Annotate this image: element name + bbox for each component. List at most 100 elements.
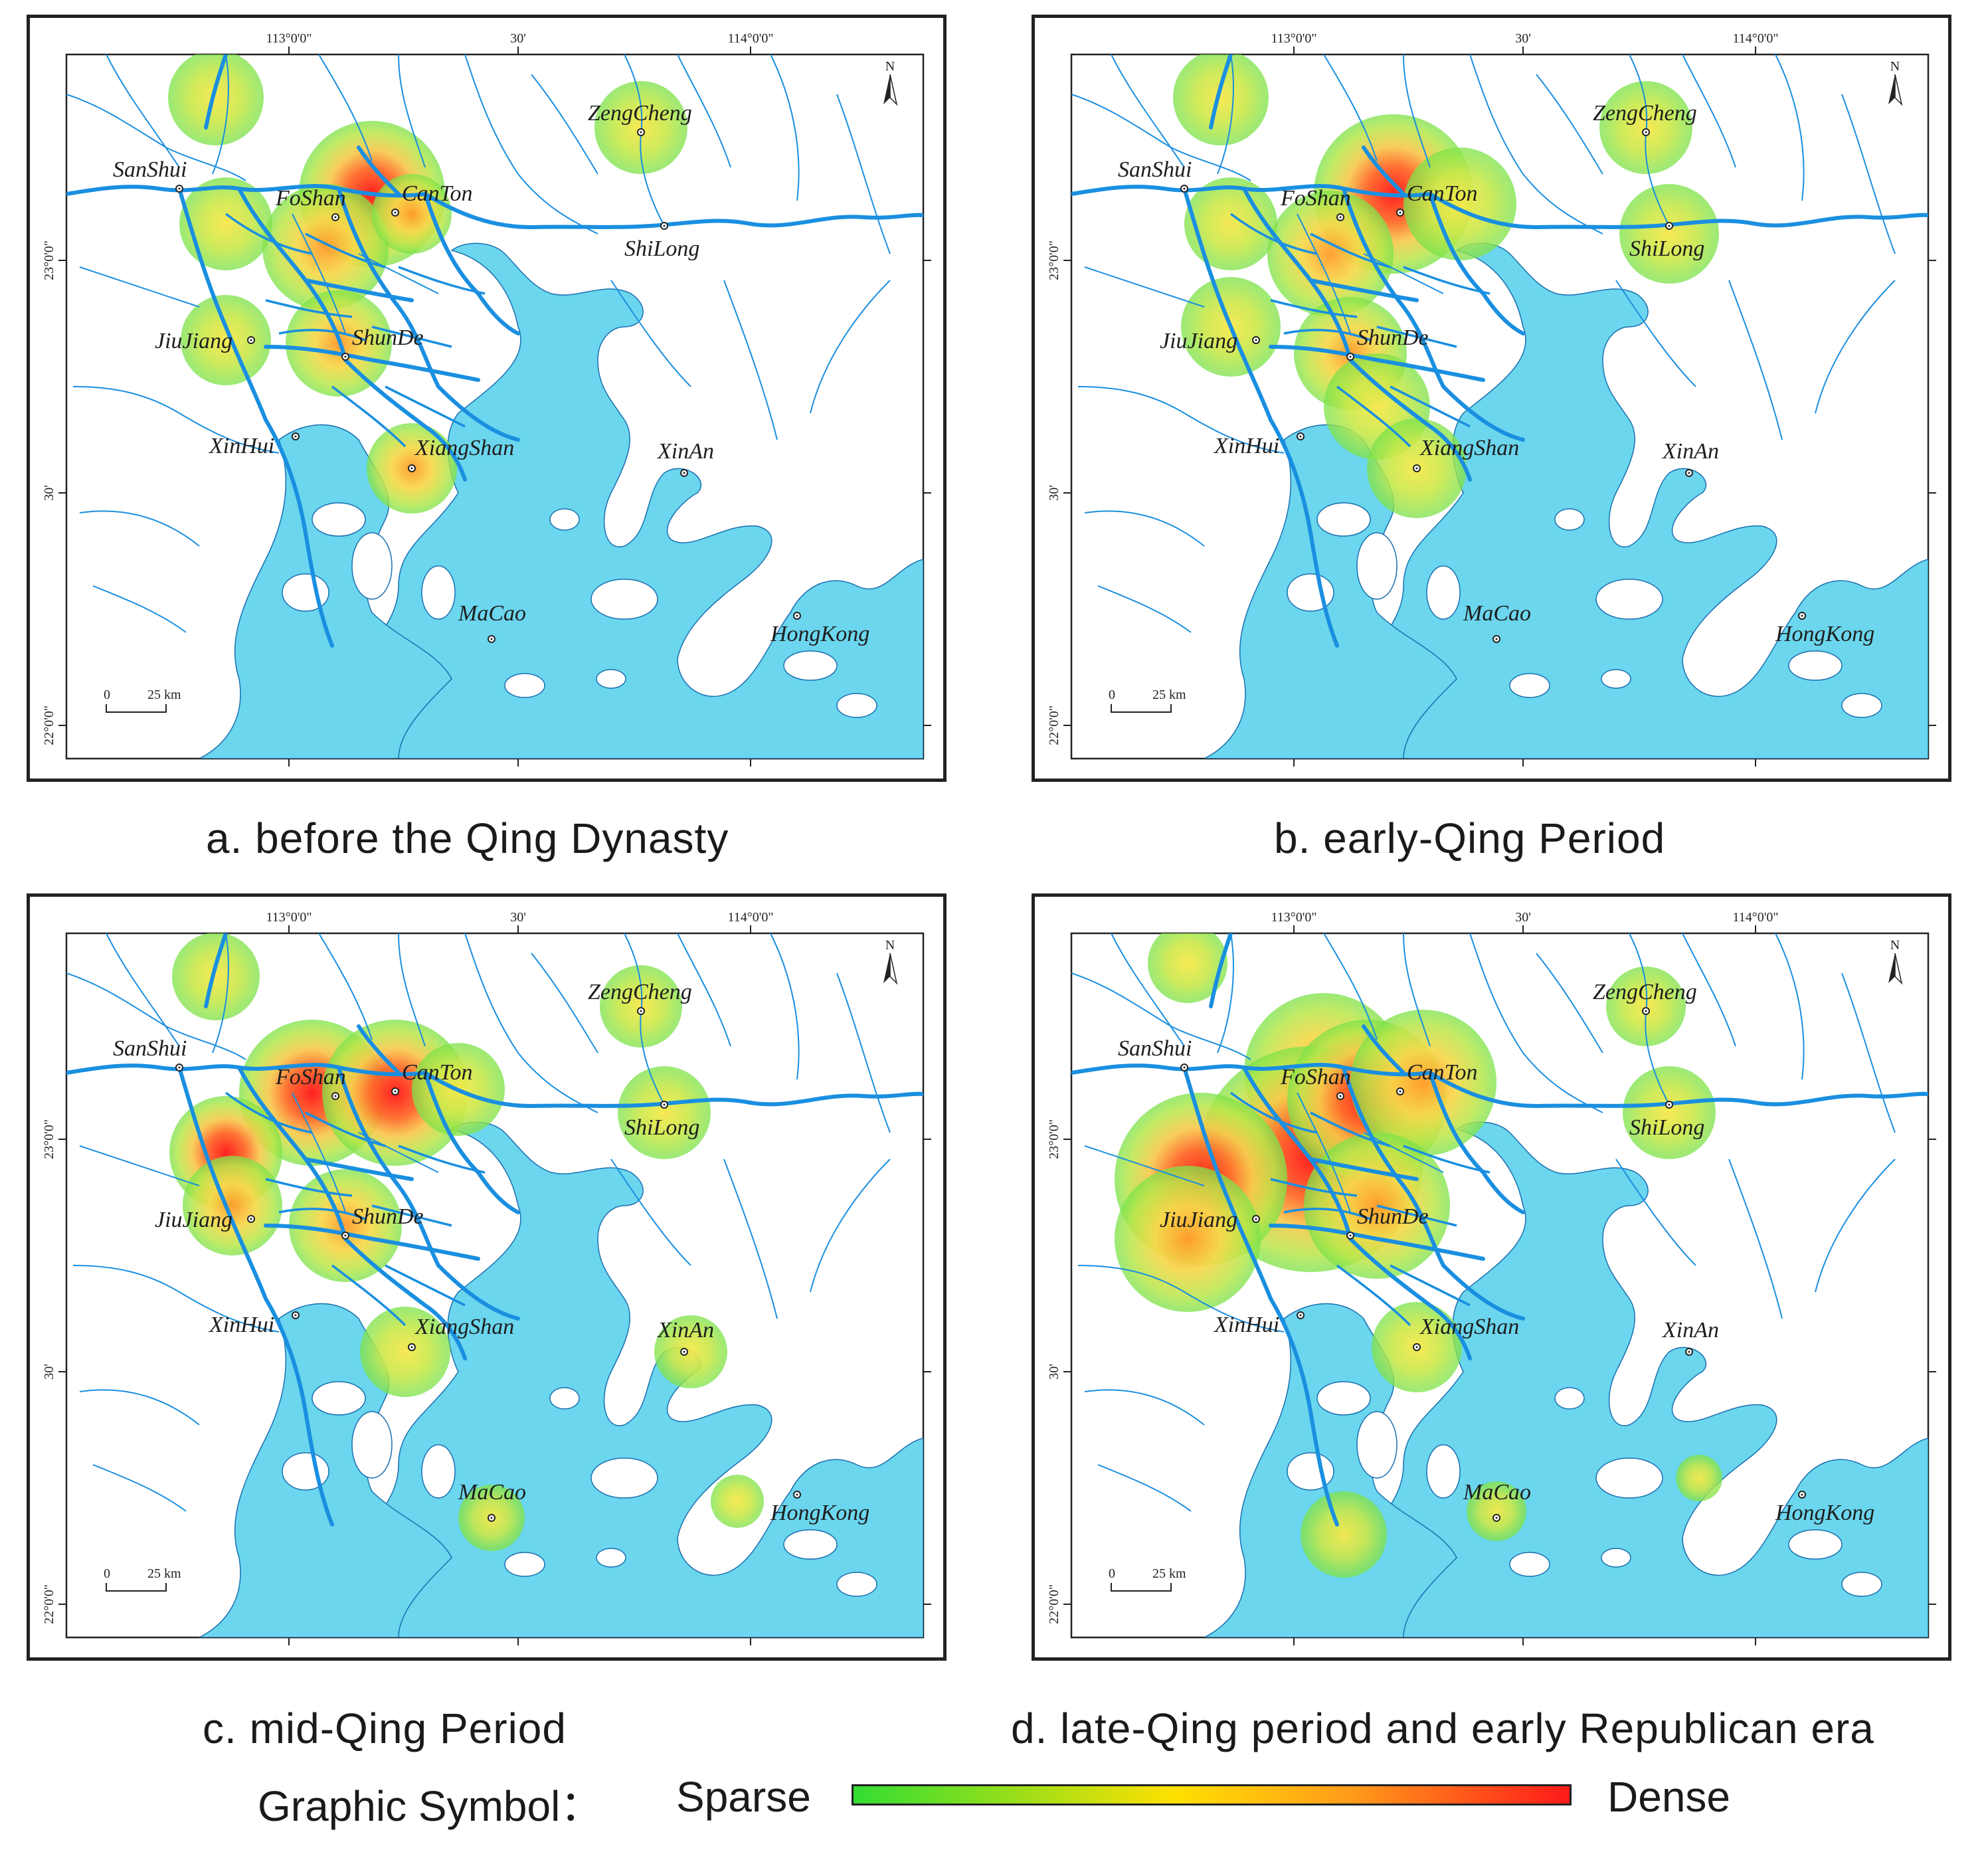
panel-caption-a: a. before the Qing Dynasty <box>206 814 729 862</box>
place-label-sanshui: SanShui <box>1118 1036 1192 1061</box>
north-arrow-icon: N <box>1888 938 1903 985</box>
map-svg: SanShui FoShan CanTon ZengCheng ShiLong JiuJi… <box>27 893 947 1661</box>
map-panel-d: SanShui FoShan CanTon ZengCheng ShiLong JiuJi… <box>1032 893 1951 1661</box>
place-label-xinhui: XinHui <box>208 434 274 458</box>
estuary-water <box>1230 242 1928 759</box>
density-hotspot <box>172 933 260 1020</box>
density-hotspot <box>360 1307 450 1397</box>
density-hotspot <box>711 1475 764 1528</box>
estuary-water <box>225 242 923 759</box>
place-label-foshan: FoShan <box>275 1065 346 1089</box>
density-hotspot <box>1623 1066 1716 1159</box>
density-legend: Graphic Symbol： Sparse Dense <box>0 1772 1988 1832</box>
place-label-macao: MaCao <box>1463 601 1531 626</box>
place-label-xinan: XinAn <box>1661 1318 1719 1343</box>
svg-text:25 km: 25 km <box>147 688 181 702</box>
place-label-xinhui: XinHui <box>1213 434 1279 458</box>
legend-low-label: Sparse <box>676 1773 811 1821</box>
place-label-xiangshan: XiangShan <box>414 1315 514 1339</box>
scale-bar: 0 25 km <box>1109 1566 1186 1592</box>
place-label-macao: MaCao <box>1463 1480 1531 1505</box>
legend-high-label: Dense <box>1607 1773 1730 1821</box>
svg-text:25 km: 25 km <box>147 1566 181 1581</box>
density-hotspot <box>1350 1010 1496 1156</box>
place-label-jiujiang: JiuJiang <box>1160 329 1237 353</box>
place-label-zengcheng: ZengCheng <box>588 101 692 126</box>
place-label-xiangshan: XiangShan <box>414 436 514 460</box>
density-hotspot <box>168 54 264 145</box>
place-label-xiangshan: XiangShan <box>1419 436 1519 460</box>
longitude-tick-label: 113°0'0" <box>1271 910 1316 925</box>
place-label-foshan: FoShan <box>275 186 346 211</box>
longitude-tick-label: 113°0'0" <box>1271 31 1316 46</box>
density-hotspot <box>1267 191 1394 317</box>
density-hotspot <box>1403 147 1516 260</box>
panel-caption-c: c. mid-Qing Period <box>203 1705 567 1752</box>
place-label-sanshui: SanShui <box>113 1036 187 1061</box>
longitude-tick-label: 114°0'0" <box>1732 31 1778 46</box>
estuary-water <box>225 1121 923 1637</box>
north-arrow-icon: N <box>1888 59 1903 106</box>
north-arrow-icon: N <box>883 59 898 106</box>
latitude-tick-label: 22°0'0" <box>42 705 56 745</box>
latitude-tick-label: 22°0'0" <box>1047 705 1061 745</box>
place-label-jiujiang: JiuJiang <box>1160 1208 1237 1232</box>
latitude-tick-label: 23°0'0" <box>42 1119 56 1159</box>
svg-text:0: 0 <box>104 688 110 702</box>
scale-bar: 0 25 km <box>104 688 181 713</box>
place-label-hongkong: HongKong <box>770 1501 869 1525</box>
density-hotspot <box>1301 1491 1387 1578</box>
latitude-tick-label: 23°0'0" <box>1047 240 1061 280</box>
svg-text:N: N <box>1890 59 1900 74</box>
latitude-tick-label: 22°0'0" <box>42 1584 56 1624</box>
latitude-tick-label: 23°0'0" <box>42 240 56 280</box>
place-label-xinhui: XinHui <box>208 1313 274 1337</box>
longitude-tick-label: 114°0'0" <box>1732 910 1778 925</box>
density-hotspot <box>262 184 389 310</box>
place-label-macao: MaCao <box>458 1480 526 1505</box>
place-label-xinan: XinAn <box>656 1318 714 1343</box>
place-label-hongkong: HongKong <box>1775 622 1874 646</box>
place-label-zengcheng: ZengCheng <box>588 980 692 1004</box>
place-label-shilong: ShiLong <box>1629 236 1704 261</box>
svg-text:25 km: 25 km <box>1152 1566 1186 1581</box>
legend-color-ramp <box>852 1784 1572 1806</box>
density-hotspot <box>618 1066 711 1159</box>
longitude-tick-label: 30' <box>1515 31 1531 46</box>
map-panel-c: SanShui FoShan CanTon ZengCheng ShiLong JiuJi… <box>27 893 947 1661</box>
longitude-tick-label: 30' <box>510 31 526 46</box>
density-hotspot <box>1173 54 1269 145</box>
latitude-tick-label: 30' <box>1047 485 1061 501</box>
place-label-hongkong: HongKong <box>1775 1501 1874 1525</box>
svg-text:0: 0 <box>1109 688 1115 702</box>
north-arrow-icon: N <box>883 938 898 985</box>
scale-bar: 0 25 km <box>104 1566 181 1592</box>
place-label-jiujiang: JiuJiang <box>155 329 232 353</box>
map-panel-a: SanShui FoShan CanTon ZengCheng ShiLong JiuJi… <box>27 15 947 782</box>
legend-title: Graphic Symbol： <box>258 1782 603 1830</box>
density-hotspot <box>1115 1166 1261 1312</box>
density-hotspot <box>183 1156 282 1255</box>
map-svg: SanShui FoShan CanTon ZengCheng ShiLong JiuJi… <box>1032 15 1951 782</box>
place-label-hongkong: HongKong <box>770 622 869 646</box>
place-label-sanshui: SanShui <box>113 157 187 182</box>
density-hotspot <box>181 295 271 385</box>
density-hotspot <box>1148 933 1227 1003</box>
place-label-canton: CanTon <box>1407 1060 1477 1085</box>
svg-text:N: N <box>885 59 895 74</box>
place-label-shunde: ShunDe <box>352 325 424 350</box>
map-svg: SanShui FoShan CanTon ZengCheng ShiLong JiuJi… <box>1032 893 1951 1661</box>
place-label-xinhui: XinHui <box>1213 1313 1279 1337</box>
density-hotspot <box>1184 177 1277 270</box>
density-hotspot <box>1619 184 1719 284</box>
place-label-shunde: ShunDe <box>1357 325 1429 350</box>
map-panel-b: SanShui FoShan CanTon ZengCheng ShiLong JiuJi… <box>1032 15 1951 782</box>
longitude-tick-label: 30' <box>510 910 526 925</box>
place-label-xinan: XinAn <box>1661 439 1719 464</box>
svg-text:N: N <box>885 938 895 953</box>
scale-bar: 0 25 km <box>1109 688 1186 713</box>
svg-text:N: N <box>1890 938 1900 953</box>
panel-caption-b: b. early-Qing Period <box>1274 814 1666 862</box>
place-label-macao: MaCao <box>458 601 526 626</box>
latitude-tick-label: 22°0'0" <box>1047 1584 1061 1624</box>
